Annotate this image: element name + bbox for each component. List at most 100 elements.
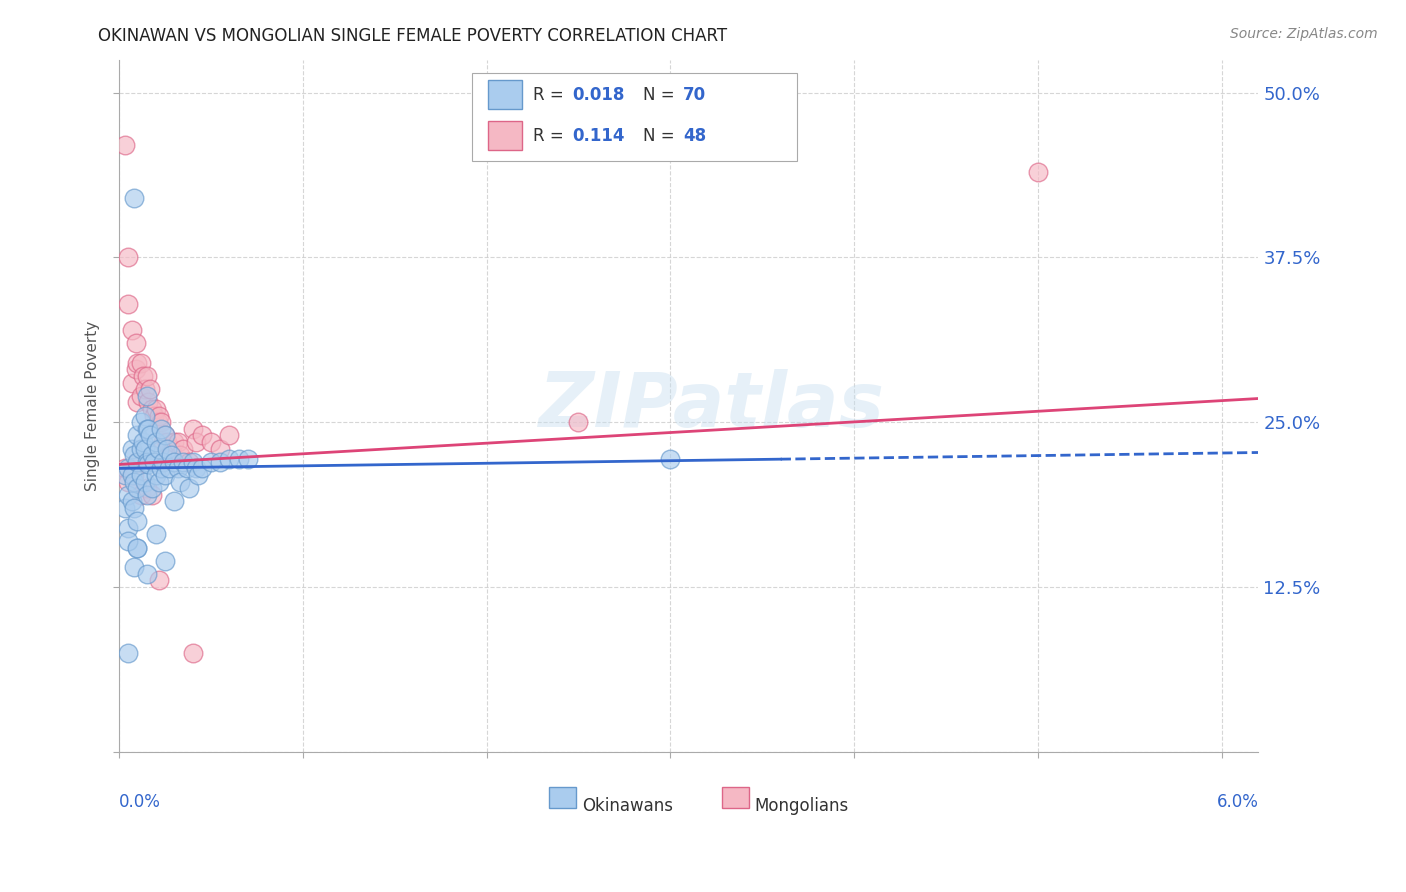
- Point: [129, 356, 152, 370]
- Point: [121, 442, 143, 456]
- Point: [659, 452, 682, 467]
- Point: [141, 488, 163, 502]
- Point: [163, 435, 186, 450]
- Point: [153, 428, 176, 442]
- Point: [138, 422, 160, 436]
- Point: [567, 415, 589, 429]
- Text: 70: 70: [683, 86, 706, 103]
- Point: [172, 442, 194, 456]
- Point: [181, 455, 204, 469]
- Text: Mongolians: Mongolians: [755, 797, 849, 815]
- Point: [153, 467, 176, 482]
- Text: OKINAWAN VS MONGOLIAN SINGLE FEMALE POVERTY CORRELATION CHART: OKINAWAN VS MONGOLIAN SINGLE FEMALE POVE…: [98, 27, 727, 45]
- Point: [159, 448, 181, 462]
- Point: [117, 461, 139, 475]
- Point: [143, 455, 166, 469]
- Text: ZIPatlas: ZIPatlas: [538, 368, 884, 442]
- Text: N =: N =: [643, 86, 681, 103]
- Point: [117, 521, 139, 535]
- Point: [132, 369, 155, 384]
- Text: Okinawans: Okinawans: [582, 797, 672, 815]
- Point: [166, 435, 188, 450]
- Point: [127, 395, 149, 409]
- Point: [200, 435, 222, 450]
- Point: [117, 646, 139, 660]
- Point: [114, 138, 136, 153]
- Point: [166, 461, 188, 475]
- Point: [135, 488, 157, 502]
- FancyBboxPatch shape: [721, 788, 749, 808]
- Point: [122, 500, 145, 515]
- Point: [117, 251, 139, 265]
- Point: [127, 455, 149, 469]
- Point: [134, 382, 156, 396]
- Text: Source: ZipAtlas.com: Source: ZipAtlas.com: [1230, 27, 1378, 41]
- Point: [228, 452, 250, 467]
- Point: [114, 467, 136, 482]
- Point: [129, 488, 152, 502]
- Point: [148, 574, 170, 588]
- FancyBboxPatch shape: [488, 121, 523, 150]
- Point: [117, 488, 139, 502]
- Point: [122, 560, 145, 574]
- Point: [169, 448, 191, 462]
- Point: [236, 452, 259, 467]
- Point: [122, 467, 145, 482]
- Point: [122, 448, 145, 462]
- Point: [209, 455, 232, 469]
- Point: [135, 566, 157, 581]
- Point: [209, 442, 232, 456]
- Point: [146, 415, 169, 429]
- Point: [127, 541, 149, 555]
- Point: [145, 402, 167, 417]
- Point: [135, 422, 157, 436]
- Point: [150, 415, 173, 429]
- Point: [129, 442, 152, 456]
- Point: [187, 467, 209, 482]
- Point: [132, 435, 155, 450]
- Point: [190, 428, 212, 442]
- Text: 0.114: 0.114: [572, 127, 626, 145]
- FancyBboxPatch shape: [548, 788, 576, 808]
- Point: [143, 409, 166, 423]
- Text: N =: N =: [643, 127, 681, 145]
- Point: [121, 494, 143, 508]
- Y-axis label: Single Female Poverty: Single Female Poverty: [86, 320, 100, 491]
- Point: [139, 382, 162, 396]
- Point: [181, 646, 204, 660]
- Point: [135, 369, 157, 384]
- Point: [156, 435, 179, 450]
- Point: [141, 448, 163, 462]
- Point: [114, 500, 136, 515]
- Text: 6.0%: 6.0%: [1216, 794, 1258, 812]
- Point: [127, 541, 149, 555]
- Point: [159, 442, 181, 456]
- Point: [138, 458, 160, 472]
- Point: [148, 442, 170, 456]
- Point: [157, 461, 180, 475]
- Point: [127, 428, 149, 442]
- Point: [127, 455, 149, 469]
- Point: [127, 514, 149, 528]
- Point: [129, 415, 152, 429]
- Point: [138, 395, 160, 409]
- Point: [148, 409, 170, 423]
- Point: [127, 481, 149, 495]
- Point: [163, 494, 186, 508]
- Point: [135, 481, 157, 495]
- Point: [200, 455, 222, 469]
- Point: [117, 475, 139, 489]
- Point: [127, 356, 149, 370]
- Point: [117, 296, 139, 310]
- Point: [135, 455, 157, 469]
- Text: R =: R =: [533, 127, 568, 145]
- Point: [153, 428, 176, 442]
- Point: [190, 461, 212, 475]
- Point: [124, 362, 146, 376]
- Text: 0.0%: 0.0%: [120, 794, 160, 812]
- Point: [156, 442, 179, 456]
- Point: [145, 467, 167, 482]
- Point: [114, 461, 136, 475]
- Point: [176, 461, 198, 475]
- Point: [121, 467, 143, 482]
